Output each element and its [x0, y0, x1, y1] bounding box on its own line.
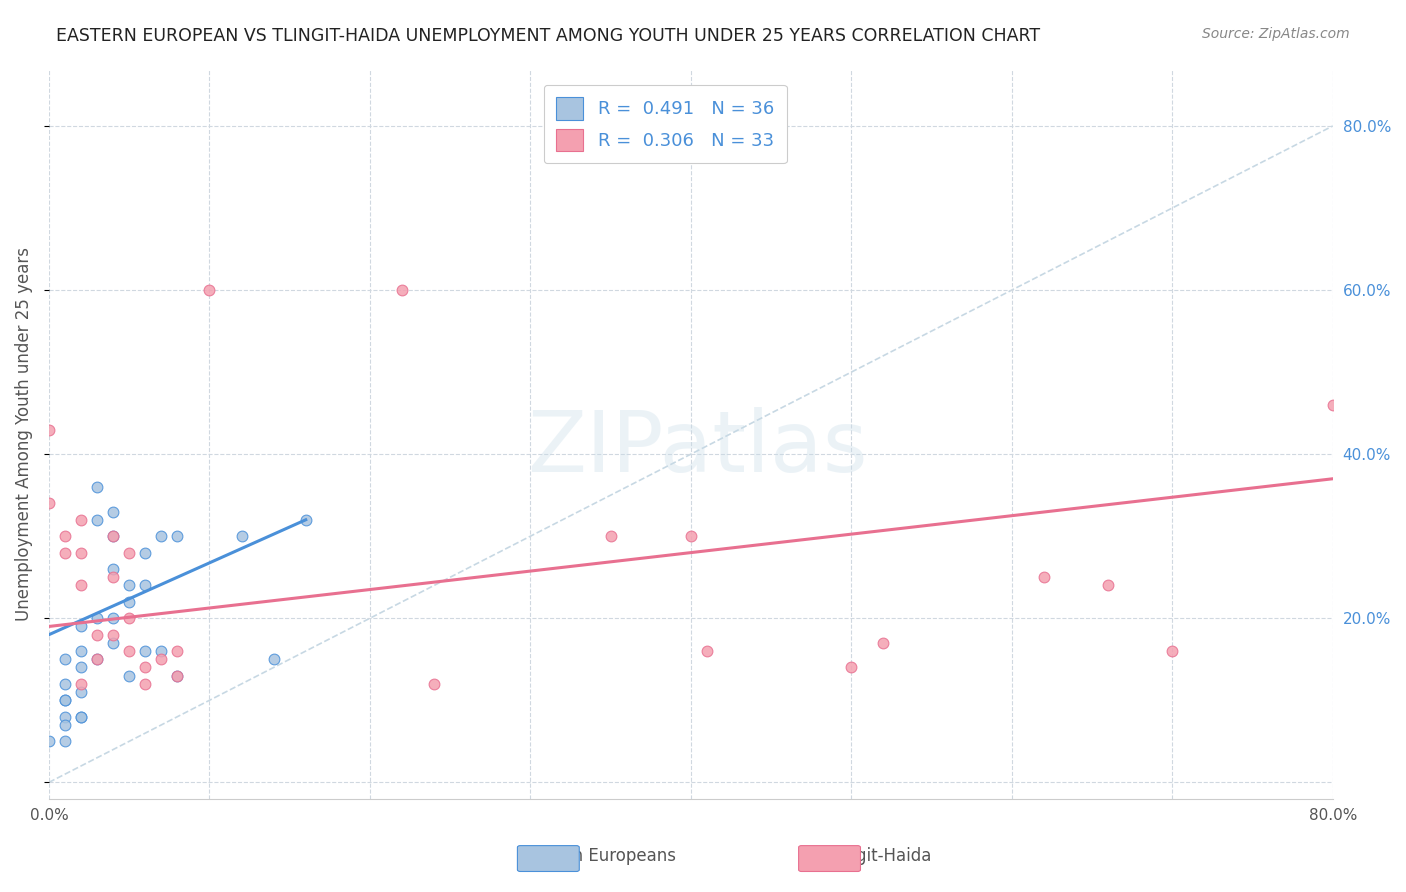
- Point: [70, 685, 93, 699]
- Point: [70, 644, 93, 658]
- Point: [70, 660, 93, 674]
- Point: [872, 636, 894, 650]
- Point: [70, 709, 93, 723]
- Point: [696, 644, 718, 658]
- Point: [86, 628, 108, 642]
- Point: [150, 652, 173, 666]
- Point: [134, 644, 156, 658]
- Point: [70, 578, 93, 592]
- Point: [53, 546, 76, 560]
- Point: [198, 283, 221, 297]
- Point: [101, 529, 124, 543]
- Text: Source: ZipAtlas.com: Source: ZipAtlas.com: [1202, 27, 1350, 41]
- Point: [53, 529, 76, 543]
- Point: [166, 668, 188, 682]
- Point: [53, 693, 76, 707]
- Point: [86, 513, 108, 527]
- Point: [53, 718, 76, 732]
- Point: [86, 652, 108, 666]
- Point: [118, 644, 141, 658]
- Point: [101, 628, 124, 642]
- Point: [1097, 578, 1119, 592]
- Point: [70, 709, 93, 723]
- Point: [679, 529, 702, 543]
- Point: [70, 677, 93, 691]
- Point: [118, 546, 141, 560]
- Point: [134, 677, 156, 691]
- Point: [118, 595, 141, 609]
- Text: ZIPatlas: ZIPatlas: [527, 407, 868, 490]
- Y-axis label: Unemployment Among Youth under 25 years: Unemployment Among Youth under 25 years: [15, 247, 32, 621]
- Point: [70, 619, 93, 633]
- Point: [101, 636, 124, 650]
- Point: [166, 529, 188, 543]
- Point: [53, 709, 76, 723]
- Point: [38, 423, 60, 437]
- Point: [134, 546, 156, 560]
- Point: [391, 283, 413, 297]
- Point: [294, 513, 316, 527]
- Legend: R =  0.491   N = 36, R =  0.306   N = 33: R = 0.491 N = 36, R = 0.306 N = 33: [544, 85, 787, 163]
- Point: [841, 660, 863, 674]
- Point: [86, 480, 108, 494]
- Point: [101, 505, 124, 519]
- Point: [53, 693, 76, 707]
- Point: [134, 660, 156, 674]
- Point: [38, 734, 60, 748]
- Point: [166, 644, 188, 658]
- Point: [101, 529, 124, 543]
- Point: [86, 652, 108, 666]
- Point: [86, 611, 108, 625]
- Point: [53, 652, 76, 666]
- Point: [101, 570, 124, 584]
- Point: [263, 652, 285, 666]
- Point: [118, 611, 141, 625]
- Point: [70, 513, 93, 527]
- Point: [150, 529, 173, 543]
- Point: [53, 734, 76, 748]
- Point: [70, 546, 93, 560]
- Text: EASTERN EUROPEAN VS TLINGIT-HAIDA UNEMPLOYMENT AMONG YOUTH UNDER 25 YEARS CORREL: EASTERN EUROPEAN VS TLINGIT-HAIDA UNEMPL…: [56, 27, 1040, 45]
- Point: [150, 644, 173, 658]
- Point: [38, 496, 60, 510]
- Point: [1161, 644, 1184, 658]
- Point: [53, 677, 76, 691]
- Point: [134, 578, 156, 592]
- Point: [166, 668, 188, 682]
- Point: [599, 529, 621, 543]
- Text: Tlingit-Haida: Tlingit-Haida: [827, 847, 931, 865]
- Point: [1032, 570, 1054, 584]
- Point: [118, 668, 141, 682]
- Text: Eastern Europeans: Eastern Europeans: [520, 847, 675, 865]
- Point: [101, 611, 124, 625]
- Point: [118, 578, 141, 592]
- Point: [1322, 398, 1344, 412]
- Point: [423, 677, 446, 691]
- Point: [231, 529, 253, 543]
- Point: [101, 562, 124, 576]
